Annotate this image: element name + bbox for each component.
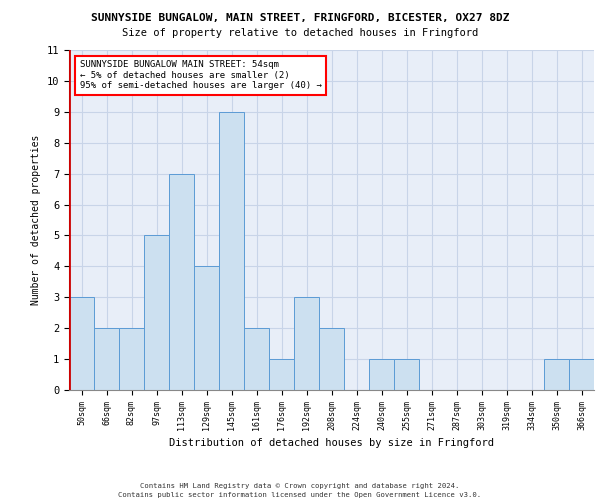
Bar [194, 266, 219, 390]
Bar [144, 236, 169, 390]
Bar [119, 328, 144, 390]
Bar [94, 328, 119, 390]
Bar [569, 359, 594, 390]
X-axis label: Distribution of detached houses by size in Fringford: Distribution of detached houses by size … [169, 438, 494, 448]
Bar [394, 359, 419, 390]
Bar [369, 359, 394, 390]
Bar [244, 328, 269, 390]
Bar [219, 112, 244, 390]
Bar [544, 359, 569, 390]
Text: SUNNYSIDE BUNGALOW MAIN STREET: 54sqm
← 5% of detached houses are smaller (2)
95: SUNNYSIDE BUNGALOW MAIN STREET: 54sqm ← … [79, 60, 322, 90]
Bar [294, 298, 319, 390]
Bar [169, 174, 194, 390]
Bar [319, 328, 344, 390]
Text: Contains HM Land Registry data © Crown copyright and database right 2024.
Contai: Contains HM Land Registry data © Crown c… [118, 483, 482, 498]
Bar [69, 298, 94, 390]
Bar [269, 359, 294, 390]
Y-axis label: Number of detached properties: Number of detached properties [31, 135, 41, 305]
Text: SUNNYSIDE BUNGALOW, MAIN STREET, FRINGFORD, BICESTER, OX27 8DZ: SUNNYSIDE BUNGALOW, MAIN STREET, FRINGFO… [91, 12, 509, 22]
Text: Size of property relative to detached houses in Fringford: Size of property relative to detached ho… [122, 28, 478, 38]
